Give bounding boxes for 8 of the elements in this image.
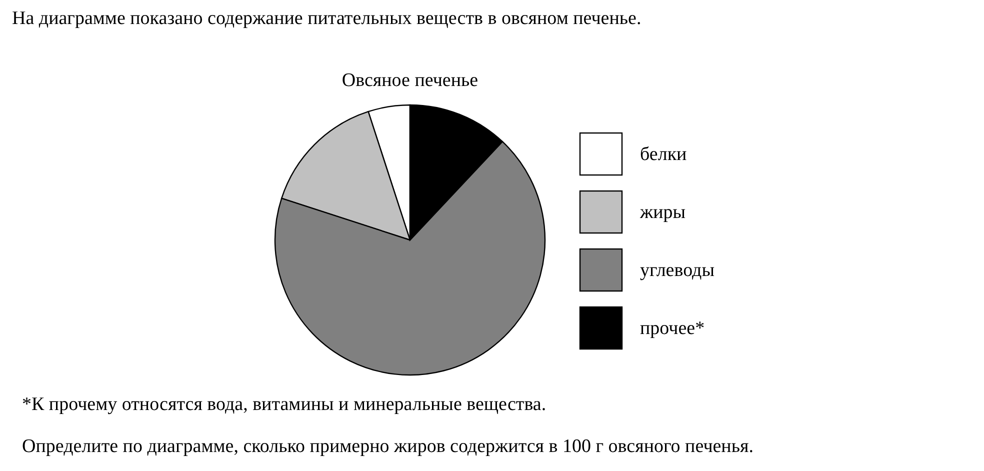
chart-title: Овсяное печенье — [342, 70, 478, 91]
legend-label: жиры — [639, 202, 686, 223]
text: На диаграмме показано содержание питательных веществ в овсяном печенье. — [12, 8, 642, 29]
text: Определите по диаграмме, сколько примерно жиров содержится в 100 г овсяного печенья. — [22, 436, 754, 457]
text: *К прочему относятся вода, витамины и минеральные вещества. — [22, 394, 546, 415]
legend-label: углеводы — [640, 260, 715, 281]
legend-label: прочее* — [640, 318, 705, 339]
legend-label: белки — [640, 144, 687, 165]
